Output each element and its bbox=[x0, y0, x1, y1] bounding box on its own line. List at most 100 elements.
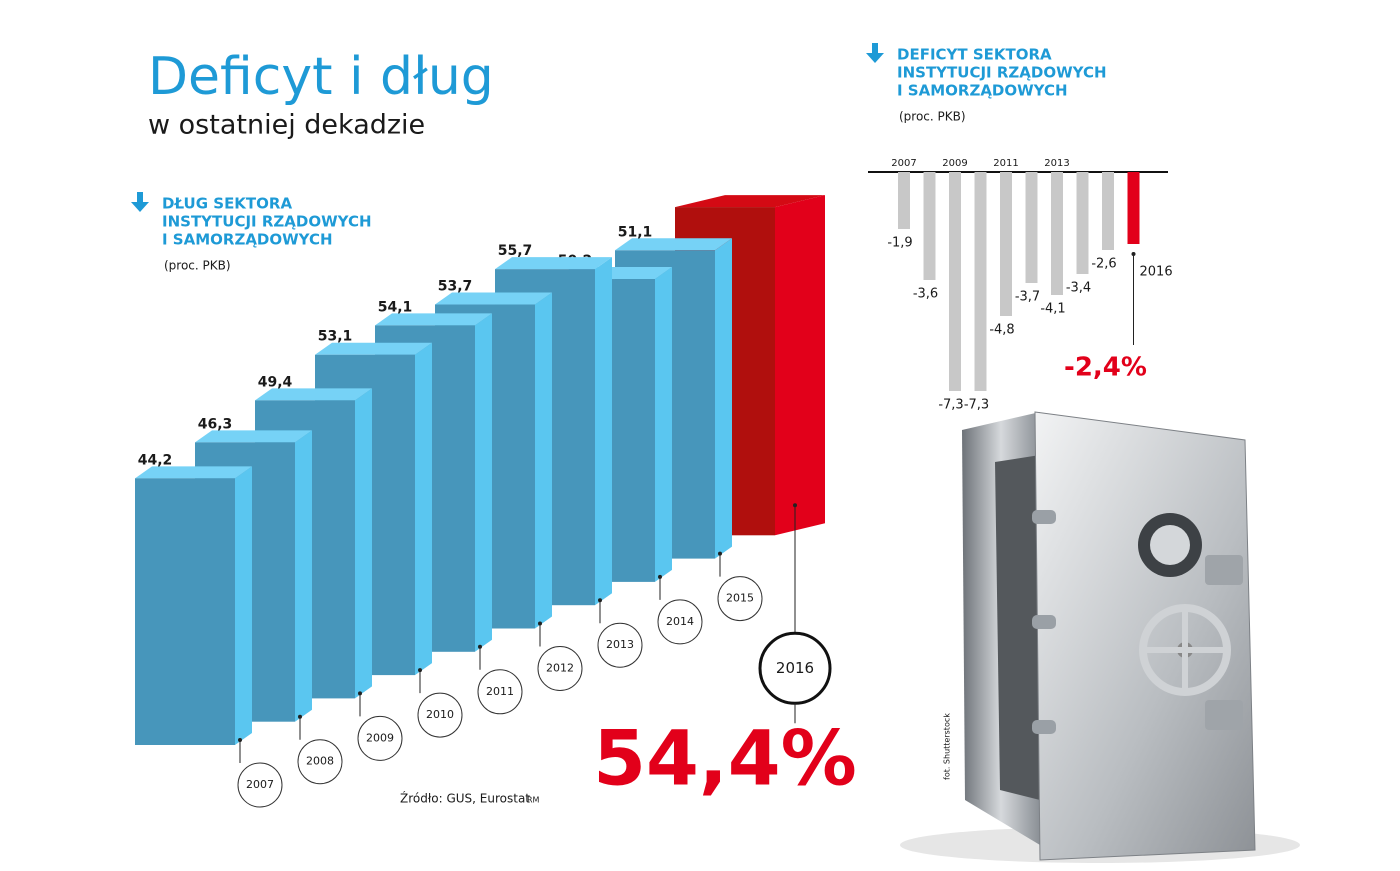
chart-title: DEFICYT SEKTORA bbox=[897, 46, 1052, 64]
bar-side bbox=[595, 257, 612, 606]
bar bbox=[135, 478, 235, 745]
dot bbox=[298, 714, 302, 719]
dot bbox=[478, 644, 482, 649]
dot bbox=[358, 691, 362, 696]
year-label: 2010 bbox=[426, 708, 454, 721]
unit-label: (proc. PKB) bbox=[164, 259, 231, 273]
year-circle bbox=[597, 622, 643, 668]
bar bbox=[898, 172, 910, 229]
bar-top bbox=[615, 238, 732, 251]
bar bbox=[974, 172, 987, 391]
chart-title: INSTYTUCJI RZĄDOWYCH bbox=[162, 213, 372, 231]
dot bbox=[538, 621, 542, 626]
bar-side bbox=[715, 238, 732, 559]
bar bbox=[1025, 172, 1038, 283]
arrow-icon bbox=[137, 192, 143, 202]
chart-title: I SAMORZĄDOWYCH bbox=[162, 231, 333, 249]
value-label: -3,7 bbox=[1015, 290, 1040, 305]
value-label: -3,4 bbox=[1066, 281, 1091, 296]
year-circle bbox=[657, 599, 703, 645]
bar-top bbox=[675, 195, 825, 208]
arrow-icon bbox=[872, 43, 878, 53]
year-circle bbox=[477, 669, 523, 715]
bar-side bbox=[655, 267, 672, 582]
dot bbox=[418, 668, 422, 673]
photo-credit: fot. Shutterstock bbox=[943, 713, 952, 780]
value-label: 49,4 bbox=[258, 374, 293, 390]
value-label: -7,3 bbox=[938, 398, 963, 413]
dot bbox=[1131, 252, 1136, 256]
value-label: 44,2 bbox=[138, 452, 173, 468]
value-label: -7,3 bbox=[964, 398, 989, 413]
year-label: 2009 bbox=[366, 731, 394, 744]
value-label: 54,4% bbox=[593, 713, 857, 802]
year-label: 2011 bbox=[993, 158, 1018, 169]
subtitle: w ostatniej dekadzie bbox=[148, 110, 425, 141]
author: RM bbox=[527, 796, 540, 805]
safe-illustration bbox=[900, 411, 1300, 863]
year-label: 2016 bbox=[776, 659, 814, 677]
year-label: 2007 bbox=[246, 778, 274, 791]
year-label: 2009 bbox=[942, 158, 967, 169]
chart-title: DŁUG SEKTORA bbox=[162, 195, 292, 213]
year-label: 2016 bbox=[1140, 265, 1173, 280]
year-label: 2015 bbox=[726, 592, 754, 605]
bar bbox=[1000, 172, 1012, 316]
year-circle bbox=[717, 576, 763, 622]
dot bbox=[718, 551, 722, 556]
bar-top bbox=[495, 257, 612, 270]
source: Źródło: GUS, Eurostat bbox=[400, 791, 530, 806]
year-circle bbox=[417, 692, 463, 738]
year-label: 2013 bbox=[606, 638, 634, 651]
value-label: -1,9 bbox=[887, 236, 912, 251]
value-label: -2,4% bbox=[1064, 353, 1147, 383]
bar-side bbox=[235, 466, 252, 745]
value-label: -2,6 bbox=[1091, 257, 1116, 272]
bar bbox=[1102, 172, 1114, 250]
bar-top bbox=[135, 466, 252, 479]
bar bbox=[1127, 172, 1140, 244]
unit-label: (proc. PKB) bbox=[899, 110, 966, 124]
year-label: 2013 bbox=[1044, 158, 1069, 169]
bar-top bbox=[435, 292, 552, 305]
bar-side bbox=[775, 195, 825, 536]
bar-side bbox=[475, 313, 492, 652]
year-circle bbox=[357, 715, 403, 761]
value-label: 55,7 bbox=[498, 243, 533, 259]
bar-top bbox=[375, 313, 492, 326]
year-label: 2011 bbox=[486, 685, 514, 698]
value-label: 53,1 bbox=[318, 329, 353, 345]
bar-side bbox=[535, 292, 552, 629]
bar bbox=[923, 172, 936, 280]
chart-title: INSTYTUCJI RZĄDOWYCH bbox=[897, 64, 1107, 82]
value-label: 54,1 bbox=[378, 299, 413, 315]
year-label: 2008 bbox=[306, 755, 334, 768]
dot bbox=[793, 503, 797, 508]
dot bbox=[238, 738, 242, 742]
value-label: -4,1 bbox=[1040, 302, 1065, 317]
dot bbox=[598, 598, 602, 603]
chart-title: I SAMORZĄDOWYCH bbox=[897, 82, 1068, 100]
bar-top bbox=[255, 388, 372, 401]
year-circle bbox=[537, 646, 583, 691]
value-label: -4,8 bbox=[989, 323, 1014, 338]
year-label: 2012 bbox=[546, 662, 574, 675]
title: Deficyt i dług bbox=[148, 47, 494, 107]
arrow-icon bbox=[866, 53, 884, 63]
bar-side bbox=[355, 388, 372, 699]
bar bbox=[1076, 172, 1089, 274]
value-label: 46,3 bbox=[198, 416, 233, 432]
year-circle bbox=[237, 762, 283, 808]
bar-side bbox=[295, 430, 312, 722]
value-label: -3,6 bbox=[913, 287, 938, 302]
arrow-icon bbox=[131, 202, 149, 212]
bar bbox=[1051, 172, 1063, 295]
year-label: 2014 bbox=[666, 615, 694, 628]
value-label: 53,7 bbox=[438, 279, 473, 295]
value-label: 51,1 bbox=[618, 224, 653, 240]
bar bbox=[949, 172, 961, 391]
bar-side bbox=[415, 342, 432, 676]
year-label: 2007 bbox=[891, 158, 916, 169]
dot bbox=[658, 574, 662, 579]
